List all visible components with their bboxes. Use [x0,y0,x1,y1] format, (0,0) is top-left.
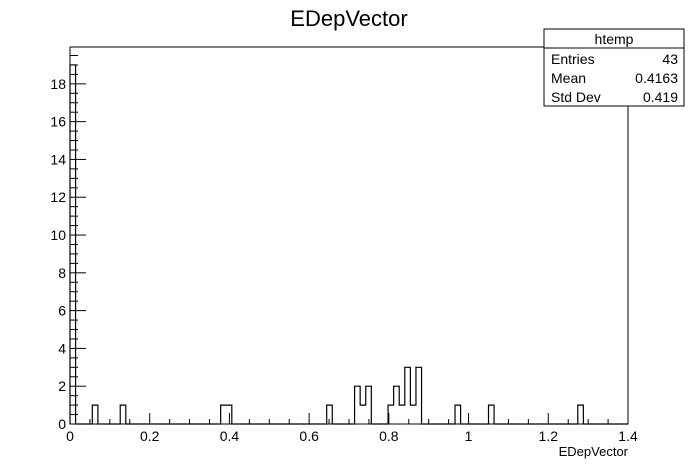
y-axis: 0 2 4 6 8 10 12 14 16 18 [50,55,86,432]
histogram-bin [394,386,400,424]
stats-mean-value: 0.4163 [635,70,678,86]
histogram-bin [366,386,372,424]
histogram-bin [489,405,495,424]
x-tick-label: 0.6 [299,428,319,444]
stats-stddev-label: Std Dev [551,89,601,105]
x-tick-label: 0 [66,428,74,444]
stats-mean-label: Mean [551,70,586,86]
histogram-bin [578,405,584,424]
x-tick-label: 0.4 [220,428,240,444]
histogram-bin [410,405,416,424]
histogram-bin [399,405,405,424]
histogram-bin [120,405,126,424]
stats-box-name: htemp [595,31,634,47]
y-tick-label: 10 [50,227,66,243]
x-tick-label: 1.2 [539,428,559,444]
y-tick-label: 14 [50,151,66,167]
stats-box-frame [543,28,685,107]
histogram-bin [355,386,361,424]
histogram-bin [416,367,422,424]
chart-title: EDepVector [290,6,407,31]
histogram-outline [69,64,628,425]
stats-entries-value: 43 [662,51,678,67]
x-axis-label: EDepVector [559,444,629,459]
histogram-bars [69,64,628,425]
y-tick-label: 8 [58,265,66,281]
stats-box: htemp Entries 43 Mean 0.4163 Std Dev 0.4… [543,28,685,107]
y-tick-label: 12 [50,189,66,205]
y-tick-label: 4 [58,340,66,356]
y-tick-label: 0 [58,416,66,432]
histogram-bin [221,405,227,424]
y-tick-label: 6 [58,303,66,319]
x-tick-label: 0.2 [140,428,160,444]
y-tick-label: 16 [50,114,66,130]
histogram-bin [405,367,411,424]
histogram-bin [455,405,461,424]
histogram-bin [92,405,98,424]
histogram-bin [360,405,366,424]
x-tick-label: 1 [465,428,473,444]
x-tick-label: 1.4 [618,428,638,444]
x-axis: 0 0.2 0.4 0.6 0.8 1 1.2 1.4 [66,413,638,444]
y-tick-label: 2 [58,378,66,394]
stats-entries-label: Entries [551,51,595,67]
stats-stddev-value: 0.419 [643,89,678,105]
y-tick-label: 18 [50,76,66,92]
x-tick-label: 0.8 [379,428,399,444]
